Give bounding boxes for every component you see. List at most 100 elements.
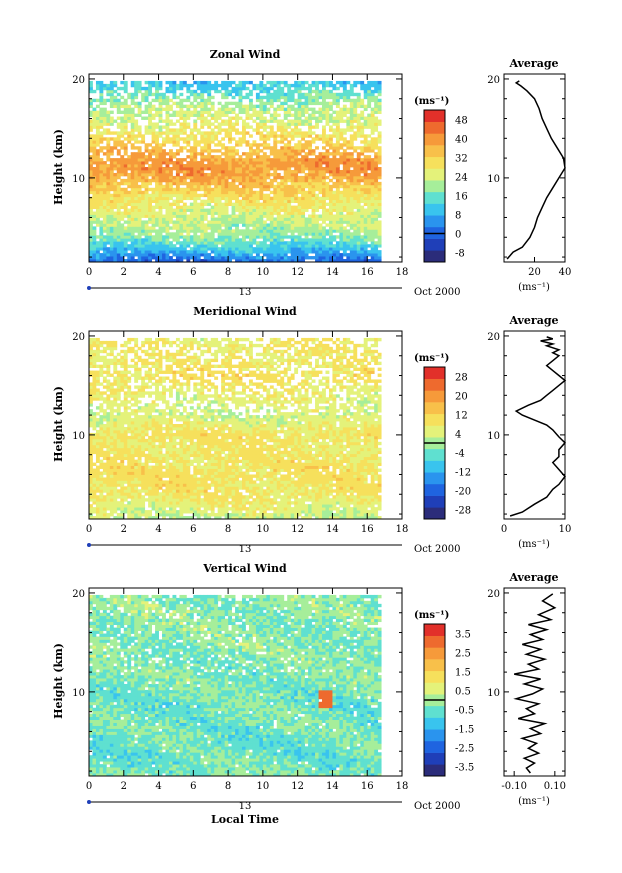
heatmap-cell — [116, 131, 121, 135]
heatmap-cell — [207, 101, 212, 106]
heatmap-cell — [356, 178, 361, 183]
heatmap-cell — [287, 256, 292, 260]
heatmap-cell — [290, 134, 295, 138]
heatmap-cell — [377, 184, 382, 189]
heatmap-cell — [162, 205, 166, 209]
heatmap-cell — [259, 208, 264, 212]
heatmap-cell — [367, 178, 372, 183]
heatmap-cell — [179, 492, 184, 496]
heatmap-cell — [308, 169, 312, 174]
heatmap-cell — [255, 229, 260, 233]
heatmap-cell — [356, 199, 361, 204]
heatmap-cell — [374, 146, 379, 150]
heatmap-cell — [120, 253, 125, 257]
heatmap-cell — [186, 205, 191, 209]
heatmap-cell — [109, 247, 114, 251]
heatmap-cell — [332, 164, 337, 168]
heatmap-cell — [377, 516, 382, 520]
date-label: Oct 2000 — [414, 287, 460, 298]
heatmap-cell — [113, 131, 118, 135]
heatmap-cell — [297, 259, 302, 263]
heatmap-cell — [102, 169, 107, 174]
heatmap-cell — [155, 86, 159, 91]
heatmap-cell — [207, 247, 212, 251]
heatmap-cell — [141, 208, 146, 212]
heatmap-cell — [193, 113, 198, 117]
heatmap-cell — [301, 498, 306, 502]
heatmap-cell — [367, 113, 372, 117]
heatmap-cell — [172, 202, 177, 206]
heatmap-cell — [245, 208, 250, 212]
heatmap-cell — [210, 155, 215, 159]
heatmap-cell — [141, 134, 146, 138]
heatmap-cell — [207, 253, 212, 257]
heatmap-cell — [189, 256, 194, 260]
heatmap-cell — [113, 167, 118, 171]
heatmap-cell — [259, 122, 264, 126]
heatmap-cell — [273, 205, 278, 209]
heatmap-cell — [210, 199, 215, 204]
heatmap-cell — [207, 235, 212, 239]
heatmap-cell — [179, 169, 184, 174]
heatmap-cell — [102, 513, 107, 517]
heatmap-cell — [346, 158, 351, 162]
heatmap-cell — [349, 146, 354, 150]
heatmap-cell — [137, 199, 142, 204]
heatmap-cell — [245, 220, 250, 224]
heatmap-cell — [148, 113, 152, 117]
heatmap-cell — [245, 110, 250, 114]
heatmap-cell — [311, 241, 316, 245]
heatmap-cell — [214, 113, 219, 117]
heatmap-cell — [301, 86, 306, 91]
heatmap-cell — [374, 119, 379, 123]
heatmap-cell — [308, 167, 312, 171]
heatmap-cell — [200, 205, 205, 209]
heatmap-cell — [116, 223, 121, 227]
heatmap-cell — [210, 250, 215, 254]
heatmap-cell — [346, 507, 351, 511]
heatmap-cell — [374, 164, 379, 168]
heatmap-cell — [339, 217, 344, 221]
heatmap-cell — [356, 167, 361, 171]
heatmap-cell — [370, 214, 375, 218]
heatmap-cell — [318, 175, 323, 180]
heatmap-cell — [151, 205, 156, 209]
heatmap-cell — [217, 172, 222, 177]
heatmap-cell — [182, 131, 187, 135]
heatmap-cell — [99, 181, 104, 186]
heatmap-cell — [200, 155, 205, 159]
heatmap-cell — [89, 164, 93, 168]
heatmap-cell — [130, 220, 135, 224]
heatmap-cell — [255, 495, 260, 499]
heatmap-cell — [245, 513, 250, 517]
heatmap-cell — [200, 238, 205, 242]
heatmap-cell — [252, 175, 257, 180]
heatmap-cell — [297, 184, 302, 189]
heatmap-cell — [162, 169, 166, 174]
heatmap-cell — [280, 158, 285, 162]
heatmap-cell — [248, 495, 253, 499]
heatmap-cell — [290, 211, 295, 215]
heatmap-cell — [262, 196, 267, 201]
heatmap-cell — [342, 507, 347, 511]
heatmap-cell — [224, 149, 229, 153]
heatmap-cell — [346, 238, 351, 242]
heatmap-cell — [127, 164, 132, 168]
heatmap-cell — [120, 190, 125, 195]
heatmap-cell — [158, 510, 163, 514]
heatmap-cell — [144, 125, 149, 129]
heatmap-cell — [297, 107, 302, 112]
heatmap-cell — [273, 196, 278, 201]
heatmap-cell — [155, 513, 159, 517]
heatmap-cell — [99, 125, 104, 129]
heatmap-cell — [315, 220, 319, 224]
heatmap-cell — [339, 158, 344, 162]
heatmap-cell — [346, 495, 351, 499]
heatmap-cell — [328, 190, 333, 195]
heatmap-cell — [294, 220, 299, 224]
heatmap-cell — [346, 175, 351, 180]
heatmap-cell — [349, 86, 354, 91]
heatmap-cell — [259, 178, 264, 183]
heatmap-cell — [221, 158, 226, 162]
heatmap-cell — [290, 259, 295, 263]
